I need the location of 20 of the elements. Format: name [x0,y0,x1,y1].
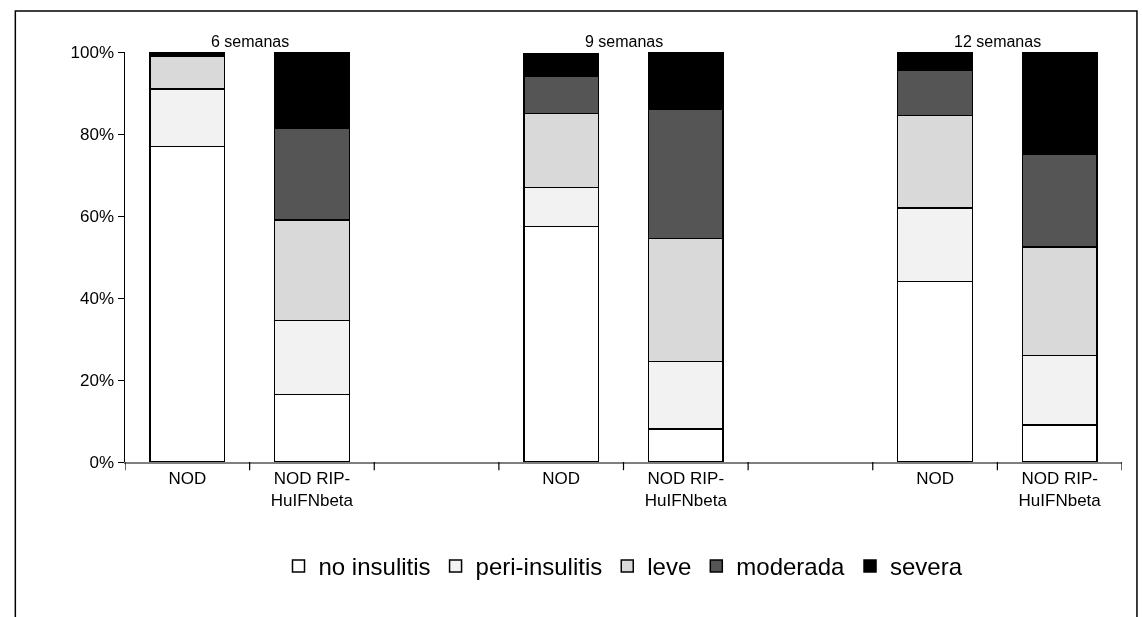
y-tick-label: 20% [80,370,115,390]
x-tick-label: NOD RIP- HuIFNbeta [270,468,354,510]
x-tick-label: NOD RIP- HuIFNbeta [644,468,728,510]
y-tick-label: 0% [89,452,115,472]
y-tick-label: 80% [80,124,115,144]
x-tick-label: NOD [168,468,207,488]
x-tick-label: NOD [542,468,581,488]
legend-label: leve [647,553,692,581]
x-tick-label: NOD RIP- HuIFNbeta [1018,468,1102,510]
x-tick-label: NOD [916,468,954,488]
text: 12 semanas [954,33,1042,50]
text: 6 semanas [211,33,290,50]
y-tick-label: 100% [70,42,115,62]
legend-label: severa [890,553,963,581]
y-tick-label: 60% [80,206,115,226]
legend-label: moderada [736,553,846,581]
y-tick-label: 40% [80,288,115,308]
text: 9 semanas [585,33,664,50]
legend-label: peri-insulitis [475,553,603,581]
legend-label: no insulitis [318,553,431,581]
